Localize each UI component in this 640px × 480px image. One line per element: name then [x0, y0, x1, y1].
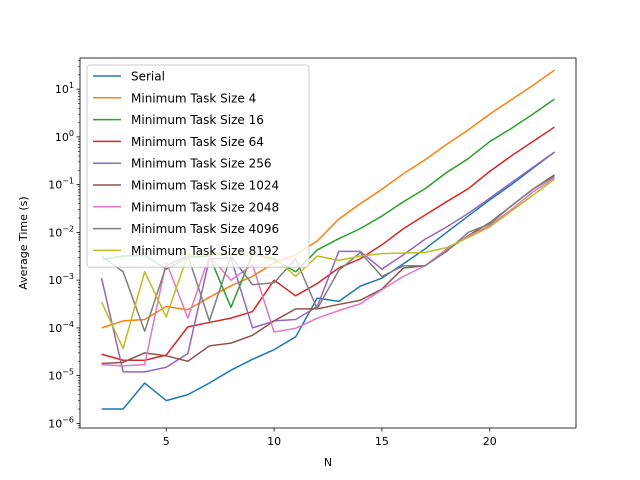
series-line-0 [101, 151, 555, 410]
y-tick-label: 100 [55, 129, 74, 144]
x-tick-label: 20 [483, 435, 497, 448]
y-tick-label: 10−3 [48, 272, 74, 287]
legend: Serial Minimum Task Size 4 Minimum Task Si… [86, 64, 310, 268]
legend-label-1: Minimum Task Size 4 [131, 91, 256, 105]
legend-label-4: Minimum Task Size 256 [131, 157, 272, 171]
legend-label-7: Minimum Task Size 4096 [131, 222, 279, 236]
y-axis: 10−6 10−5 10−4 10−3 10−2 10−1 100 101 [48, 60, 80, 430]
y-tick-label: 101 [55, 81, 74, 96]
y-tick-label: 10−4 [48, 320, 74, 335]
legend-box [86, 64, 310, 268]
y-tick-label: 10−2 [48, 224, 74, 239]
x-tick-label: 10 [267, 435, 281, 448]
x-tick-label: 15 [375, 435, 389, 448]
y-tick-label: 10−5 [48, 368, 74, 383]
x-axis-label: N [324, 456, 332, 469]
legend-label-2: Minimum Task Size 16 [131, 113, 264, 127]
y-tick-label: 10−1 [48, 177, 74, 192]
y-tick-label: 10−6 [48, 415, 74, 430]
series-line-4 [100, 151, 555, 373]
legend-label-3: Minimum Task Size 64 [131, 135, 264, 149]
y-axis-label: Average Time (s) [17, 196, 30, 289]
series-line-6 [101, 177, 555, 367]
legend-label-6: Minimum Task Size 2048 [131, 200, 279, 214]
legend-label-8: Minimum Task Size 8192 [131, 244, 279, 258]
series-line-3 [101, 126, 555, 361]
x-tick-label: 5 [163, 435, 170, 448]
series-line-1 [101, 69, 555, 329]
legend-label-0: Serial [131, 70, 165, 84]
x-axis: 5 10 15 20 [163, 428, 497, 448]
legend-label-5: Minimum Task Size 1024 [131, 179, 279, 193]
series-line-5 [101, 174, 555, 365]
series-line-8 [100, 178, 555, 350]
